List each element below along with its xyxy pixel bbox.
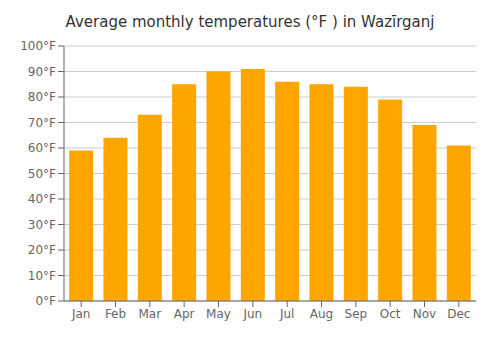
svg-text:Sep: Sep <box>345 307 368 321</box>
svg-text:Mar: Mar <box>139 307 162 321</box>
svg-text:Aug: Aug <box>310 307 333 321</box>
svg-text:10°F: 10°F <box>28 269 56 283</box>
svg-text:90°F: 90°F <box>28 65 56 79</box>
html-text:Average monthly temperatures (: Average monthly temperatures (°F ) in Wa… <box>65 13 435 31</box>
svg-text:Nov: Nov <box>413 307 436 321</box>
svg-text:70°F: 70°F <box>28 116 56 130</box>
svg-text:Jul: Jul <box>279 307 294 321</box>
svg-text:40°F: 40°F <box>28 192 56 206</box>
svg-text:100°F: 100°F <box>20 39 56 53</box>
svg-text:Oct: Oct <box>380 307 401 321</box>
svg-text:Jan: Jan <box>71 307 91 321</box>
svg-text:Apr: Apr <box>174 307 195 321</box>
svg-text:60°F: 60°F <box>28 141 56 155</box>
svg-text:50°F: 50°F <box>28 167 56 181</box>
svg-text:30°F: 30°F <box>28 218 56 232</box>
svg-text:May: May <box>206 307 231 321</box>
svg-text:20°F: 20°F <box>28 243 56 257</box>
svg-text:80°F: 80°F <box>28 90 56 104</box>
svg-text:Jun: Jun <box>242 307 262 321</box>
svg-text:0°F: 0°F <box>35 294 56 308</box>
svg-text:Feb: Feb <box>105 307 126 321</box>
svg-text:Dec: Dec <box>447 307 470 321</box>
